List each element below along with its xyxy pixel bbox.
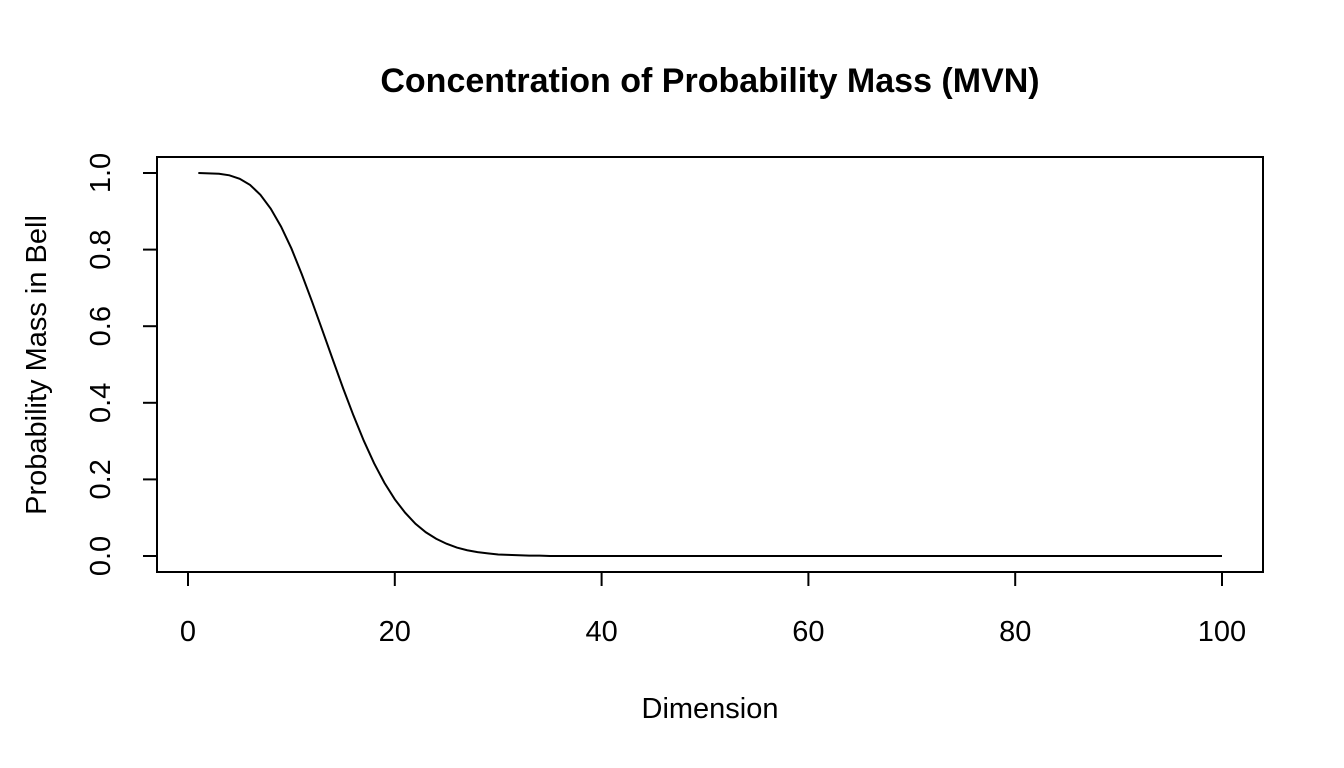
- y-axis-label: Probability Mass in Bell: [21, 215, 53, 515]
- series-line: [198, 172, 1222, 557]
- chart-title: Concentration of Probability Mass (MVN): [380, 62, 1039, 100]
- y-tick-label: 0.0: [85, 536, 117, 576]
- x-tick-label: 40: [585, 616, 617, 648]
- x-tick-label: 60: [792, 616, 824, 648]
- x-axis: 0 20 40 60 80 100: [180, 571, 1246, 648]
- plot-frame: [156, 156, 1264, 573]
- x-tick-label: 80: [999, 616, 1031, 648]
- x-tick-label: 100: [1198, 616, 1246, 648]
- y-tick-label: 1.0: [85, 153, 117, 193]
- y-tick-label: 0.4: [85, 383, 117, 423]
- x-tick-label: 20: [379, 616, 411, 648]
- y-axis: 0.0 0.2 0.4 0.6 0.8 1.0: [85, 153, 158, 576]
- y-tick-label: 0.6: [85, 306, 117, 346]
- x-axis-label: Dimension: [642, 693, 779, 725]
- y-tick-label: 0.2: [85, 459, 117, 499]
- y-tick-label: 0.8: [85, 229, 117, 269]
- x-tick-label: 0: [180, 616, 196, 648]
